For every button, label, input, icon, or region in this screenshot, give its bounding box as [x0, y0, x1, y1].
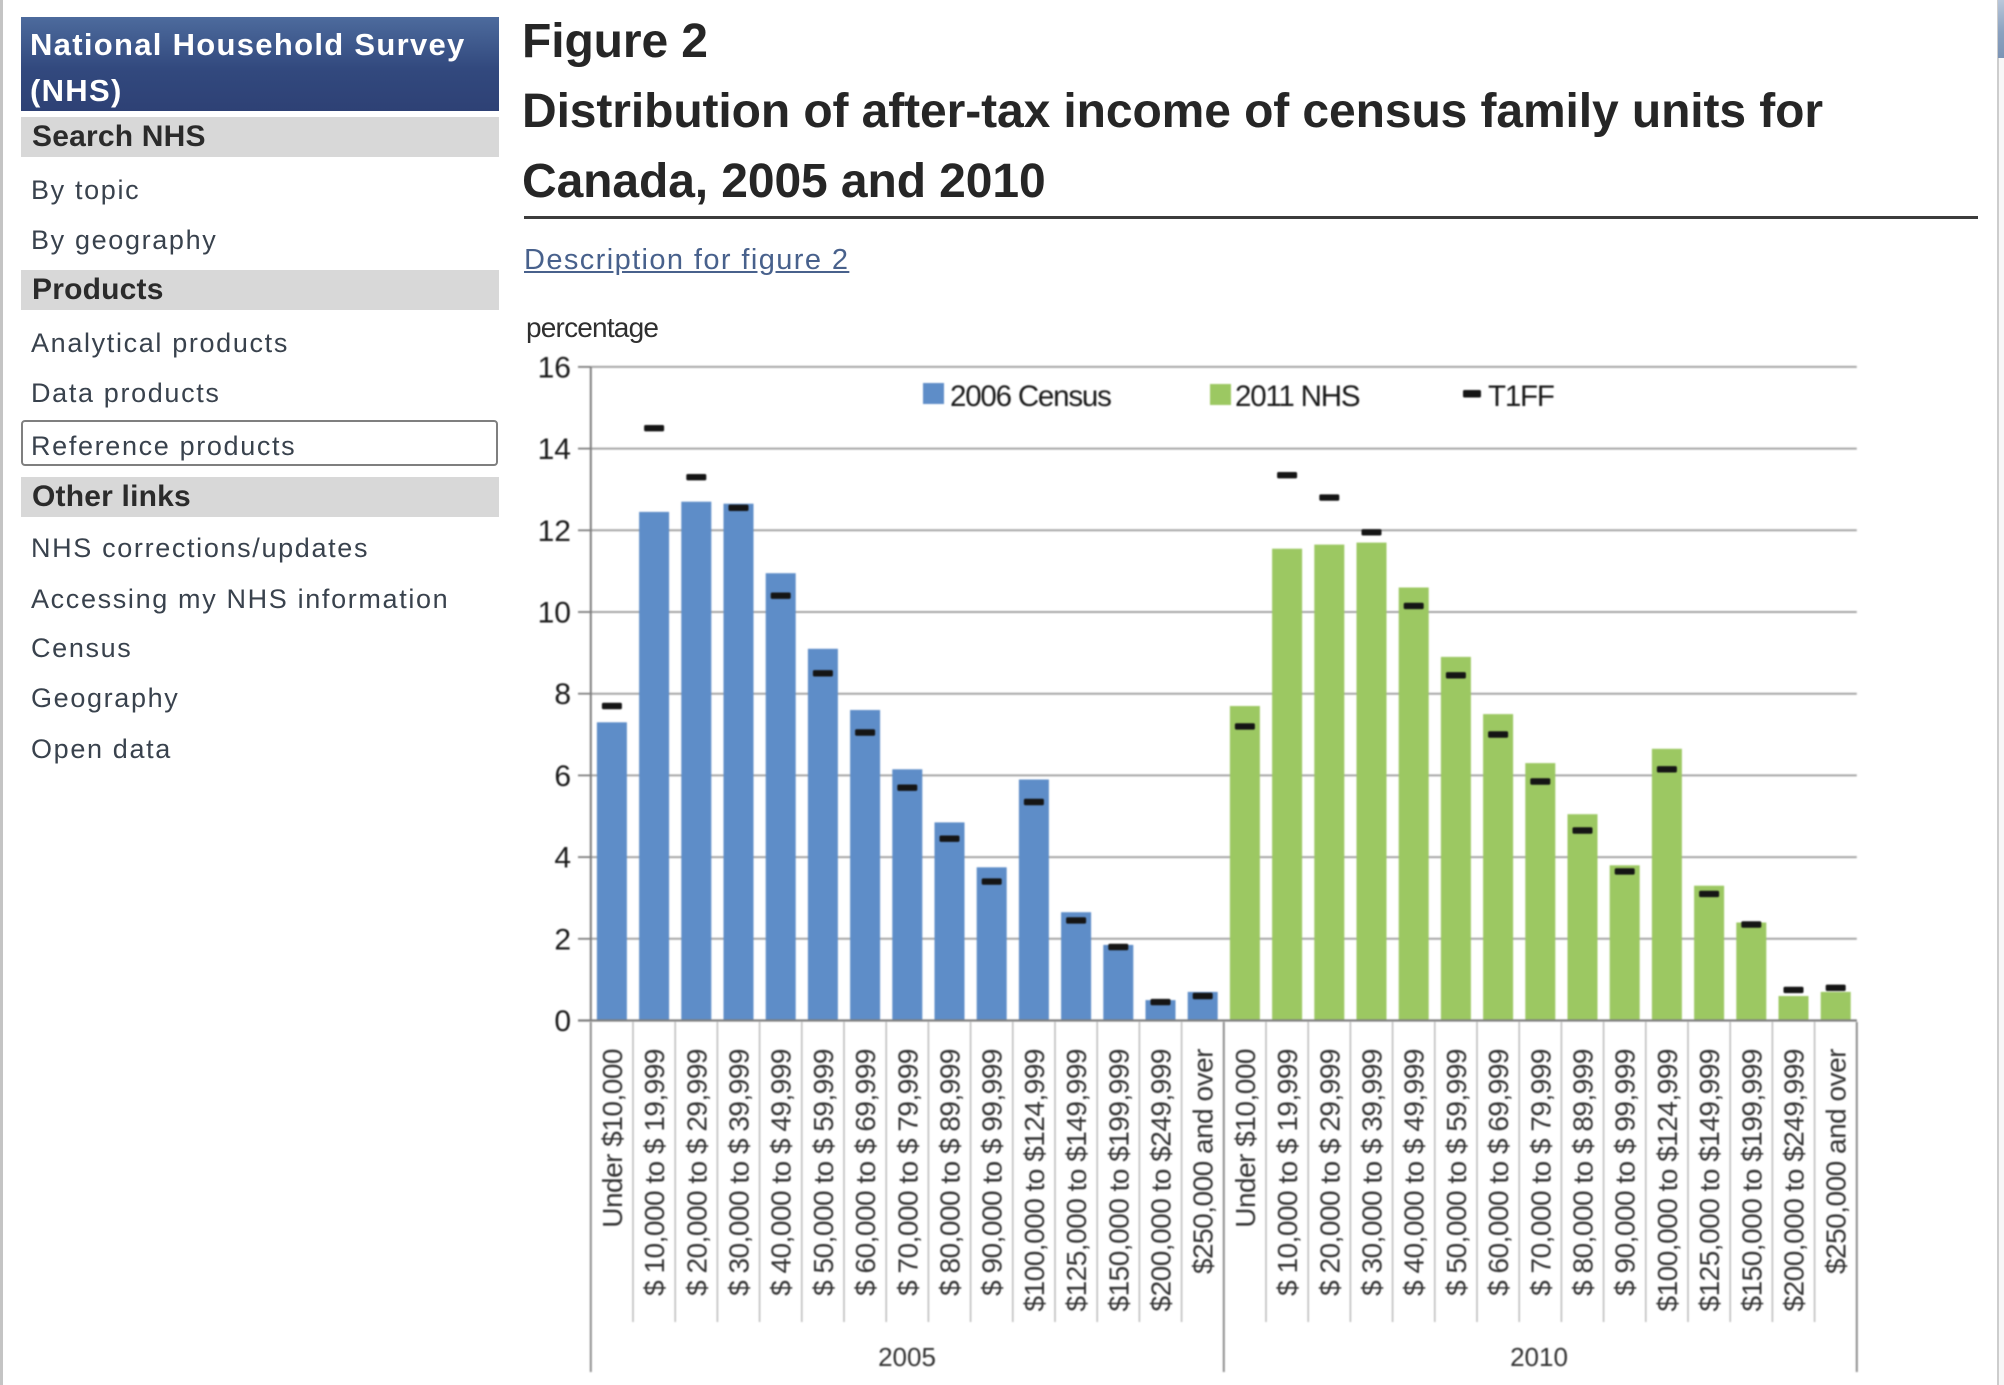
svg-text:0: 0 — [554, 1005, 571, 1038]
svg-text:$ 90,000 to $ 99,999: $ 90,000 to $ 99,999 — [1610, 1049, 1641, 1296]
svg-text:$150,000 to $199,999: $150,000 to $199,999 — [1736, 1049, 1767, 1311]
svg-text:8: 8 — [554, 678, 571, 711]
svg-text:2: 2 — [554, 923, 571, 956]
svg-text:$150,000 to $199,999: $150,000 to $199,999 — [1103, 1049, 1134, 1311]
svg-text:$ 80,000 to $ 89,999: $ 80,000 to $ 89,999 — [1568, 1049, 1599, 1296]
svg-text:4: 4 — [554, 842, 571, 875]
svg-text:$200,000 to $249,999: $200,000 to $249,999 — [1779, 1049, 1810, 1311]
svg-text:$ 20,000 to $ 29,999: $ 20,000 to $ 29,999 — [1314, 1049, 1345, 1296]
svg-text:$125,000 to $149,999: $125,000 to $149,999 — [1061, 1049, 1092, 1311]
svg-text:$250,000 and over: $250,000 and over — [1188, 1049, 1219, 1274]
svg-text:$ 80,000 to $ 89,999: $ 80,000 to $ 89,999 — [935, 1049, 966, 1296]
svg-text:2006 Census: 2006 Census — [950, 380, 1111, 413]
svg-text:Under $10,000: Under $10,000 — [597, 1049, 628, 1228]
svg-text:2010: 2010 — [1510, 1342, 1568, 1372]
svg-text:$ 30,000 to $ 39,999: $ 30,000 to $ 39,999 — [1357, 1049, 1388, 1296]
svg-text:12: 12 — [538, 515, 571, 548]
svg-text:$ 20,000 to $ 29,999: $ 20,000 to $ 29,999 — [681, 1049, 712, 1296]
svg-text:$ 60,000 to $ 69,999: $ 60,000 to $ 69,999 — [1483, 1049, 1514, 1296]
svg-text:$200,000 to $249,999: $200,000 to $249,999 — [1146, 1049, 1177, 1311]
svg-text:2005: 2005 — [878, 1342, 936, 1372]
svg-text:$125,000 to $149,999: $125,000 to $149,999 — [1694, 1049, 1725, 1311]
svg-text:$ 50,000 to $ 59,999: $ 50,000 to $ 59,999 — [808, 1049, 839, 1296]
svg-text:$ 90,000 to $ 99,999: $ 90,000 to $ 99,999 — [977, 1049, 1008, 1296]
svg-text:$250,000 and over: $250,000 and over — [1821, 1049, 1852, 1274]
svg-text:Under $10,000: Under $10,000 — [1230, 1049, 1261, 1228]
svg-text:6: 6 — [554, 760, 571, 793]
svg-text:$ 10,000 to $ 19,999: $ 10,000 to $ 19,999 — [1272, 1049, 1303, 1296]
svg-text:$ 70,000 to $ 79,999: $ 70,000 to $ 79,999 — [1525, 1049, 1556, 1296]
svg-text:$ 10,000 to $ 19,999: $ 10,000 to $ 19,999 — [639, 1049, 670, 1296]
svg-text:T1FF: T1FF — [1488, 380, 1554, 413]
svg-text:16: 16 — [538, 351, 571, 384]
svg-text:$ 40,000 to $ 49,999: $ 40,000 to $ 49,999 — [1399, 1049, 1430, 1296]
svg-text:$100,000 to $124,999: $100,000 to $124,999 — [1652, 1049, 1683, 1311]
svg-text:$ 30,000 to $ 39,999: $ 30,000 to $ 39,999 — [724, 1049, 755, 1296]
svg-text:10: 10 — [538, 597, 571, 630]
svg-text:14: 14 — [538, 433, 571, 466]
svg-text:$ 70,000 to $ 79,999: $ 70,000 to $ 79,999 — [892, 1049, 923, 1296]
svg-text:$ 50,000 to $ 59,999: $ 50,000 to $ 59,999 — [1441, 1049, 1472, 1296]
svg-text:$ 40,000 to $ 49,999: $ 40,000 to $ 49,999 — [766, 1049, 797, 1296]
svg-text:2011 NHS: 2011 NHS — [1235, 380, 1360, 413]
svg-text:$100,000 to $124,999: $100,000 to $124,999 — [1019, 1049, 1050, 1311]
svg-text:$ 60,000 to $ 69,999: $ 60,000 to $ 69,999 — [850, 1049, 881, 1296]
